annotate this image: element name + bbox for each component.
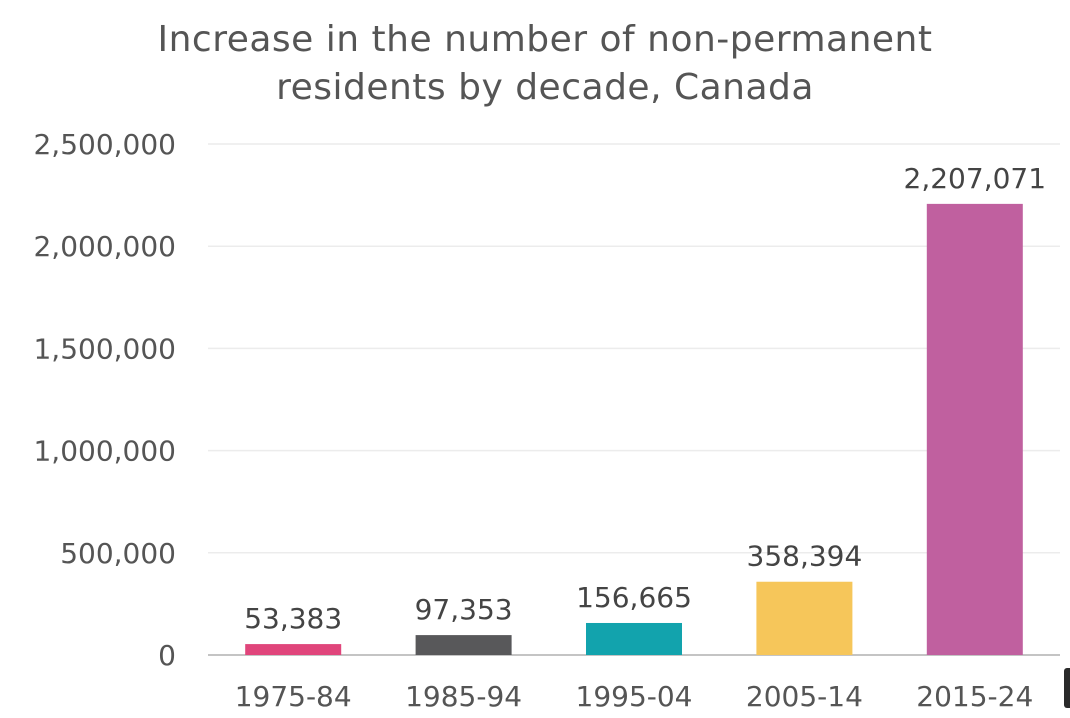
data-label: 53,383: [244, 602, 342, 635]
y-tick-label: 1,500,000: [33, 332, 176, 365]
bar: [756, 581, 853, 655]
y-tick-label: 500,000: [60, 537, 176, 570]
bar: [926, 203, 1023, 655]
window-edge-handle: [1064, 668, 1070, 708]
data-label: 156,665: [576, 581, 692, 614]
x-tick-label: 2015-24: [916, 680, 1033, 713]
data-label: 97,353: [415, 593, 513, 626]
chart-title-line-2: residents by decade, Canada: [276, 67, 814, 108]
y-tick-label: 1,000,000: [33, 435, 176, 468]
y-tick-label: 2,000,000: [33, 230, 176, 263]
chart-title: Increase in the number of non-permanent …: [0, 16, 1070, 112]
x-tick-label: 2005-14: [746, 680, 863, 713]
y-tick-label: 0: [158, 639, 176, 672]
bar: [415, 635, 512, 655]
data-label: 2,207,071: [904, 162, 1047, 195]
x-tick-label: 1975-84: [235, 680, 352, 713]
bar: [245, 644, 342, 655]
data-label: 358,394: [747, 540, 863, 573]
x-tick-label: 1985-94: [405, 680, 522, 713]
bar: [586, 622, 682, 655]
x-tick-label: 1995-04: [576, 680, 693, 713]
y-tick-label: 2,500,000: [33, 128, 176, 161]
chart-title-line-1: Increase in the number of non-permanent: [157, 19, 933, 60]
